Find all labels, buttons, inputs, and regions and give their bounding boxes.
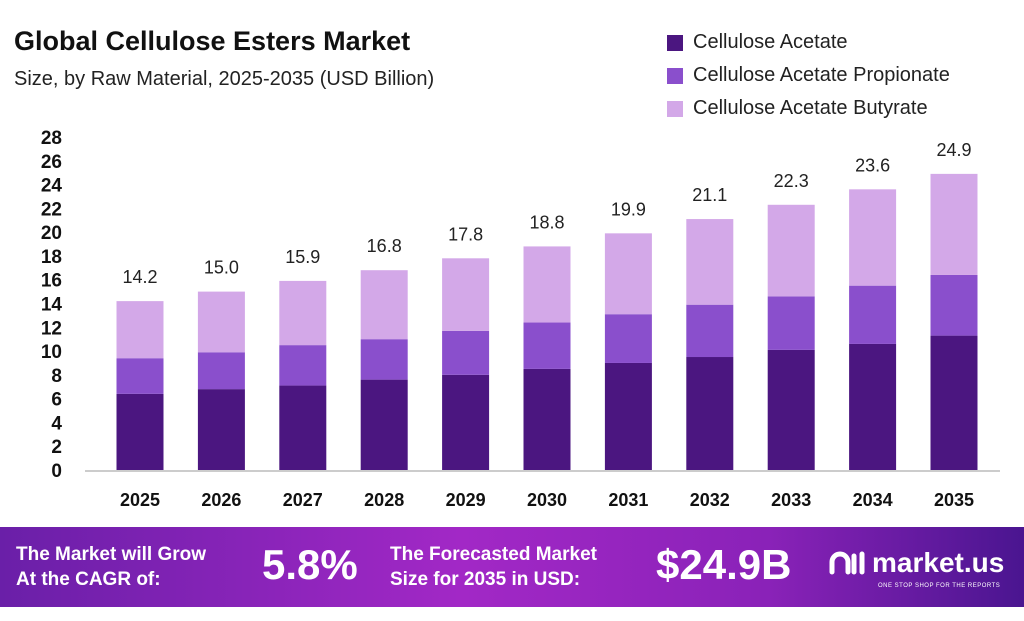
x-tick-label: 2027 [283, 490, 323, 510]
market-us-logo: market.us ONE STOP SHOP FOR THE REPORTS [828, 547, 1005, 589]
y-tick-label: 0 [51, 461, 62, 482]
y-tick-label: 28 [41, 128, 62, 149]
cagr-label-line: At the CAGR of: [16, 569, 161, 590]
cagr-label: The Market will Grow At the CAGR of: [16, 542, 206, 592]
bar-segment [197, 389, 245, 470]
legend-item: Cellulose Acetate Propionate [667, 59, 950, 92]
bar-segment [116, 393, 164, 470]
data-label: 16.8 [367, 236, 402, 256]
legend-label: Cellulose Acetate Butyrate [693, 97, 928, 119]
bar-segment [360, 379, 408, 470]
y-tick-label: 6 [51, 390, 62, 411]
legend-swatch [667, 67, 683, 84]
data-label: 22.3 [774, 171, 809, 191]
bar-segment [279, 280, 327, 346]
data-label: 15.0 [204, 258, 239, 278]
bar-segment [604, 314, 652, 363]
forecast-label-line: Size for 2035 in USD: [390, 569, 581, 590]
bar-segment [604, 233, 652, 315]
y-tick-label: 24 [41, 176, 63, 197]
cagr-value: 5.8% [262, 541, 358, 588]
cagr-label-line: The Market will Grow [16, 544, 207, 565]
y-tick-label: 18 [41, 247, 62, 268]
y-tick-label: 16 [41, 271, 62, 292]
data-label: 21.1 [692, 185, 727, 205]
bar-segment [686, 357, 734, 470]
data-label: 17.8 [448, 224, 483, 244]
forecast-label: The Forecasted Market Size for 2035 in US… [390, 542, 597, 592]
bar-segment [442, 330, 490, 375]
bar-segment [523, 246, 571, 323]
data-label: 18.8 [529, 212, 564, 232]
x-tick-label: 2032 [690, 490, 730, 510]
x-tick-label: 2026 [201, 490, 241, 510]
x-tick-label: 2031 [608, 490, 648, 510]
bar-segment [849, 343, 897, 470]
bar-segment [442, 258, 490, 331]
data-label: 14.2 [122, 267, 157, 287]
x-tick-label: 2035 [934, 490, 974, 510]
bar-segment [360, 270, 408, 340]
legend: Cellulose Acetate Cellulose Acetate Prop… [667, 26, 950, 125]
x-tick-label: 2028 [364, 490, 404, 510]
bar-segment [930, 335, 978, 470]
forecast-label-line: The Forecasted Market [390, 544, 597, 565]
bar-segment [930, 274, 978, 336]
bar-segment [360, 339, 408, 380]
legend-label: Cellulose Acetate [693, 31, 848, 53]
bar-segment [279, 345, 327, 386]
x-tick-label: 2033 [771, 490, 811, 510]
x-tick-label: 2030 [527, 490, 567, 510]
chart-subtitle: Size, by Raw Material, 2025-2035 (USD Bi… [14, 68, 435, 90]
bar-segment [767, 349, 815, 470]
bar-segment [116, 358, 164, 394]
legend-item: Cellulose Acetate Butyrate [667, 92, 950, 125]
legend-swatch [667, 34, 683, 51]
y-tick-label: 26 [41, 152, 62, 173]
logo-tagline: ONE STOP SHOP FOR THE REPORTS [878, 583, 1001, 589]
bar-segment [767, 204, 815, 297]
x-tick-label: 2029 [446, 490, 486, 510]
bar-segment [442, 374, 490, 470]
y-tick-label: 22 [41, 199, 62, 220]
data-label: 19.9 [611, 199, 646, 219]
legend-item: Cellulose Acetate [667, 26, 950, 59]
x-tick-label: 2034 [853, 490, 893, 510]
logo-icon [829, 551, 865, 575]
data-label: 24.9 [936, 140, 971, 160]
bar-segment [279, 385, 327, 470]
bar-segment [767, 296, 815, 350]
bar-segment [197, 352, 245, 390]
bar-segment [930, 173, 978, 275]
data-label: 23.6 [855, 155, 890, 175]
y-tick-label: 8 [51, 366, 62, 387]
y-tick-label: 20 [41, 223, 62, 244]
bar-segment [523, 368, 571, 470]
bar-segment [523, 322, 571, 369]
y-tick-label: 14 [41, 295, 63, 316]
data-label: 15.9 [285, 247, 320, 267]
y-tick-label: 10 [41, 342, 62, 363]
summary-banner: The Market will Grow At the CAGR of: 5.8%… [0, 527, 1024, 607]
forecast-value: $24.9B [656, 541, 792, 588]
legend-label: Cellulose Acetate Propionate [693, 64, 950, 86]
y-tick-label: 4 [51, 413, 62, 434]
bar-segment [849, 189, 897, 286]
x-tick-label: 2025 [120, 490, 160, 510]
bar-segment [197, 291, 245, 353]
logo-name: market.us [872, 547, 1005, 578]
bar-segment [686, 219, 734, 305]
y-tick-label: 12 [41, 318, 62, 339]
bar-chart: 024681012141618202224262814.2202515.0202… [41, 128, 1000, 510]
chart-title: Global Cellulose Esters Market [14, 26, 411, 56]
bar-segment [604, 362, 652, 470]
bar-segment [686, 304, 734, 358]
legend-swatch [667, 100, 683, 117]
y-tick-label: 2 [51, 437, 62, 458]
bar-segment [116, 301, 164, 359]
bar-segment [849, 285, 897, 344]
